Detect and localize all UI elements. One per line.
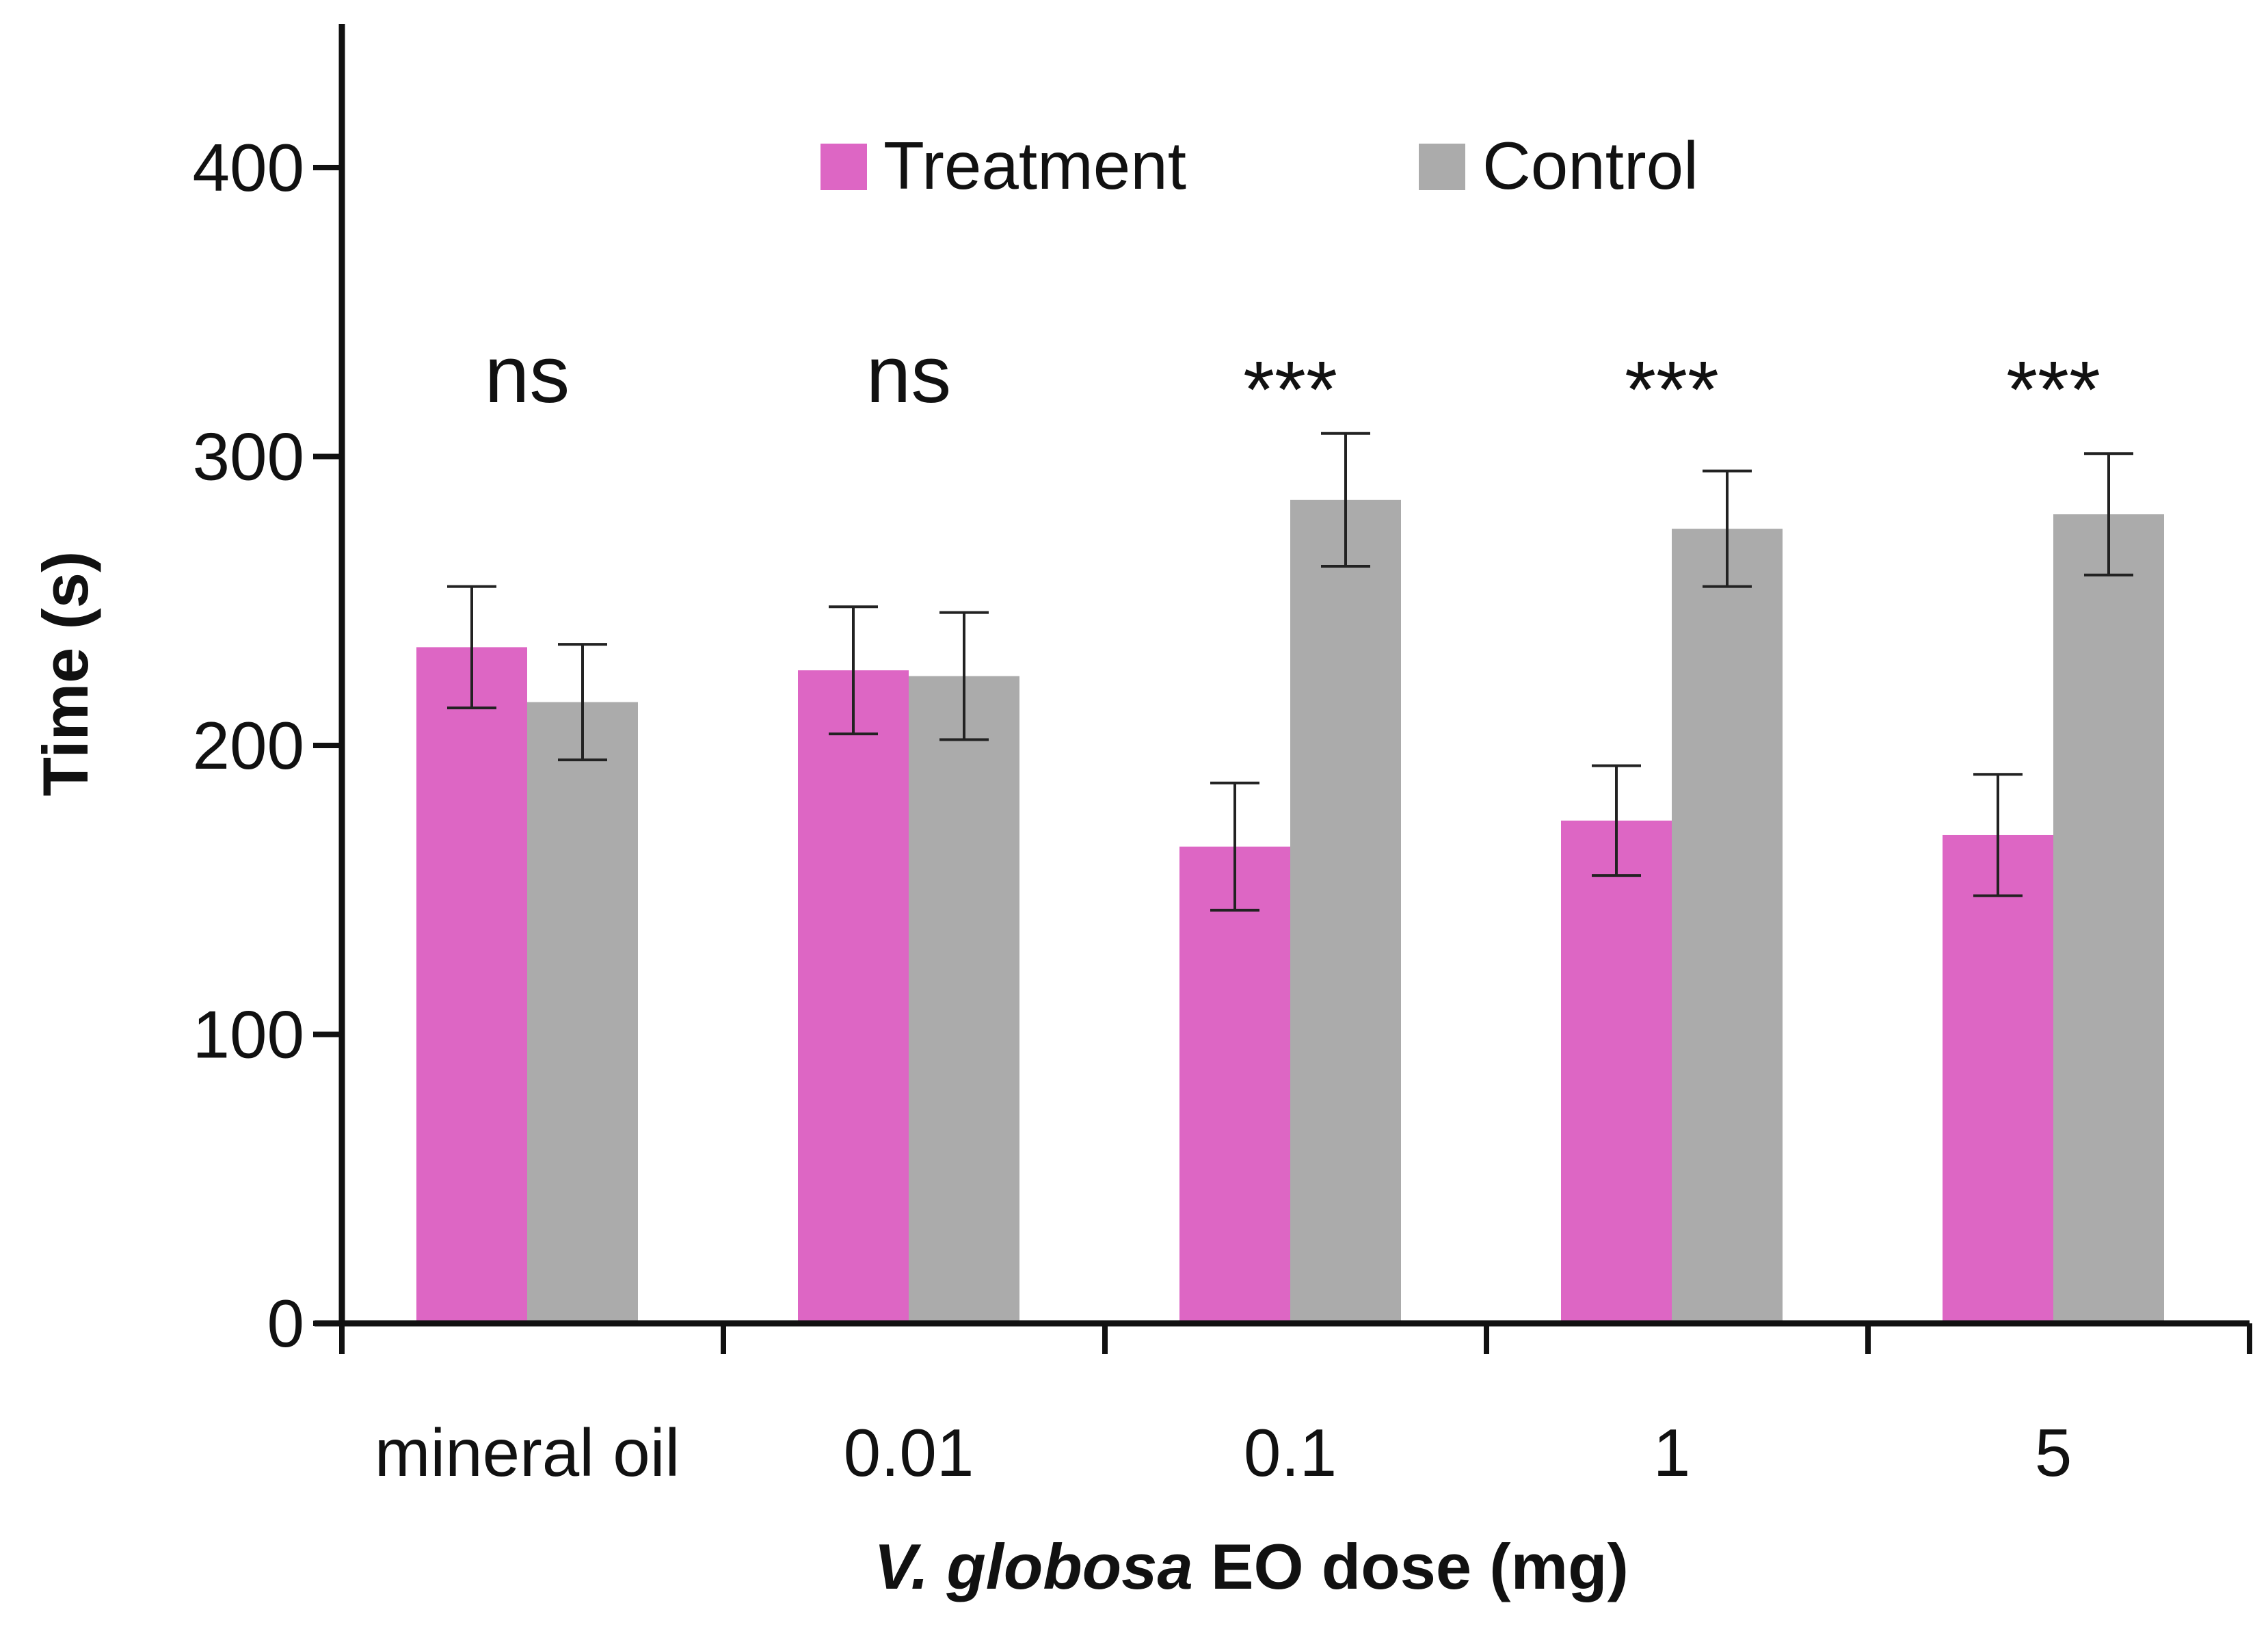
significance-labels-layer: ns ns *** *** *** (485, 330, 2100, 435)
legend-swatch-treatment (821, 144, 867, 190)
control-bar (1290, 499, 1401, 1323)
x-tick-label: 5 (2035, 1415, 2072, 1490)
x-tick-label: 0.01 (844, 1415, 974, 1490)
significance-stars: *** (1625, 345, 1719, 435)
significance-stars: *** (1243, 345, 1337, 435)
legend-swatch-control (1419, 144, 1465, 190)
category-labels-layer: mineral oil 0.01 0.1 1 5 (375, 1415, 2072, 1490)
control-bar (1672, 529, 1783, 1323)
y-tick-label: 300 (192, 419, 304, 494)
x-axis-label-rest: EO dose (mg) (1193, 1531, 1629, 1602)
treatment-bar (1179, 846, 1290, 1323)
control-bar (2053, 514, 2164, 1323)
significance-ns: ns (485, 330, 570, 420)
y-ticks-layer: 0 100 200 300 400 (192, 130, 342, 1361)
x-tick-label: mineral oil (375, 1415, 680, 1490)
x-tick-label: 0.1 (1244, 1415, 1337, 1490)
y-tick-label: 400 (192, 130, 304, 205)
treatment-bar (1943, 834, 2053, 1323)
y-tick-label: 200 (192, 708, 304, 783)
control-bar (527, 702, 638, 1323)
y-tick-label: 100 (192, 997, 304, 1072)
treatment-bar (1561, 820, 1672, 1323)
x-axis-label: V. globosa EO dose (mg) (874, 1531, 1629, 1602)
x-axis-label-italic: V. globosa (874, 1531, 1193, 1602)
error-bars-layer (447, 432, 2133, 912)
significance-ns: ns (866, 330, 952, 420)
x-ticks-layer (339, 1323, 2252, 1354)
legend-label-treatment: Treatment (883, 128, 1186, 203)
significance-stars: *** (2006, 345, 2100, 435)
treatment-bar (416, 647, 527, 1323)
legend: Treatment Control (821, 128, 1698, 203)
y-tick-label: 0 (267, 1286, 304, 1361)
y-axis-label: Time (s) (29, 551, 101, 797)
treatment-bar (798, 670, 909, 1323)
legend-label-control: Control (1482, 128, 1698, 203)
bars-layer (416, 499, 2164, 1323)
x-tick-label: 1 (1653, 1415, 1691, 1490)
control-bar (909, 676, 1019, 1323)
